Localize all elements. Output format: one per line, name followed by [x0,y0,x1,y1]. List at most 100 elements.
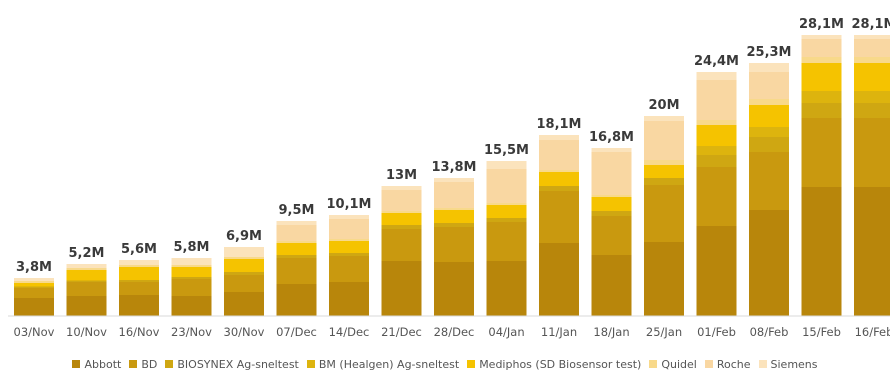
bar-segment-bd-16-nov [119,282,159,295]
bar-segment-roche-14-dec [329,219,369,239]
legend-item: Roche [704,357,751,371]
bar-segment-bd-07-dec [276,258,317,284]
x-tick-label: 10/Nov [66,325,107,339]
bar-segment-bd-16-feb [854,118,890,187]
bar-segment-bd-03-nov [14,288,54,298]
bar-segment-siemens-16-feb [854,35,890,39]
bar-segment-abbott-01-feb [696,226,737,316]
bar-segment-mediphos-sd-biosensor-test-16-nov [119,267,159,280]
bar-segment-mediphos-sd-biosensor-test-28-dec [434,210,474,223]
legend-swatch [758,360,767,368]
bar-segment-roche-21-dec [381,190,422,211]
bar-segment-bm-healgen-ag-sneltest-08-feb [749,127,789,137]
x-tick-label: 07/Dec [276,325,317,339]
x-tick-label: 16/Nov [119,325,160,339]
total-label: 16,8M [589,130,634,145]
bar-segment-abbott-30-nov [224,292,264,316]
bar-segment-siemens-11-jan [539,135,579,140]
total-label: 9,5M [279,203,315,218]
legend-item: BD [129,358,157,371]
total-label: 10,1M [326,197,371,212]
bar-segment-bd-23-nov [171,279,212,296]
bar-segment-mediphos-sd-biosensor-test-23-nov [171,267,212,277]
x-tick-label: 15/Feb [802,325,841,339]
bar-segment-biosynex-ag-sneltest-15-feb [801,103,842,118]
bar-segment-biosynex-ag-sneltest-10-nov [66,280,107,282]
bar-segment-siemens-07-dec [276,221,317,225]
bar-segment-siemens-08-feb [749,63,789,72]
bar-segment-bd-11-jan [539,191,579,243]
bar-segment-abbott-07-dec [276,284,317,316]
legend-item: Abbott [72,358,121,371]
bar-segment-biosynex-ag-sneltest-03-nov [14,286,54,288]
legend-item: Mediphos (SD Biosensor test) [467,358,641,371]
legend-swatch [467,360,476,368]
x-tick-labels-layer: 03/Nov 10/Nov 16/Nov 23/Nov 30/Nov 07/Dec 14/D… [14,325,890,339]
bar-segment-roche-04-jan [486,169,527,203]
bars-layer [14,35,890,316]
bar-segment-mediphos-sd-biosensor-test-04-jan [486,205,527,218]
bar-segment-biosynex-ag-sneltest-07-dec [276,255,317,258]
total-label: 15,5M [484,143,529,158]
legend-swatch [72,360,81,368]
bar-segment-biosynex-ag-sneltest-16-feb [854,103,890,118]
bar-segment-bd-14-dec [329,256,369,282]
legend-item: Siemens [758,358,818,371]
bar-segment-bd-25-jan [644,185,684,242]
legend-label: Mediphos (SD Biosensor test) [479,357,642,371]
total-label: 28,1M [851,17,890,32]
x-tick-label: 04/Jan [488,325,524,339]
bar-segment-quidel-01-feb [696,120,737,125]
bar-segment-mediphos-sd-biosensor-test-11-jan [539,172,579,186]
legend-label: Roche [716,357,751,371]
bar-segment-bd-30-nov [224,275,264,292]
bar-segment-biosynex-ag-sneltest-08-feb [749,137,789,152]
legend-swatch [165,360,174,368]
x-tick-label: 01/Feb [697,325,736,339]
x-tick-label: 28/Dec [434,325,475,339]
bar-segment-abbott-04-jan [486,261,527,316]
bar-segment-biosynex-ag-sneltest-23-nov [171,277,212,279]
bar-segment-roche-11-jan [539,140,579,170]
bar-segment-biosynex-ag-sneltest-25-jan [644,178,684,185]
bar-segment-quidel-10-nov [66,268,107,270]
bar-segment-bm-healgen-ag-sneltest-15-feb [801,91,842,103]
bar-segment-siemens-14-dec [329,215,369,219]
bar-segment-mediphos-sd-biosensor-test-18-jan [591,197,632,211]
bar-segment-bm-healgen-ag-sneltest-01-feb [696,146,737,155]
bar-segment-abbott-10-nov [66,296,107,316]
bar-segment-siemens-15-feb [801,35,842,39]
legend-label: BD [141,357,158,371]
legend-item: BM (Healgen) Ag-sneltest [306,357,460,371]
bar-segment-roche-07-dec [276,225,317,241]
legend-label: BM (Healgen) Ag-sneltest [318,357,460,371]
bar-segment-mediphos-sd-biosensor-test-07-dec [276,243,317,255]
x-tick-label: 18/Jan [593,325,629,339]
bar-segment-quidel-30-nov [224,257,264,259]
total-label: 5,8M [174,240,210,255]
bar-segment-siemens-28-dec [434,178,474,182]
bar-segment-biosynex-ag-sneltest-21-dec [381,225,422,229]
bar-segment-quidel-07-dec [276,241,317,243]
bar-segment-bd-15-feb [801,118,842,187]
total-label: 25,3M [746,45,791,60]
bar-segment-mediphos-sd-biosensor-test-03-nov [14,283,54,287]
x-tick-label: 11/Jan [541,325,577,339]
bar-segment-biosynex-ag-sneltest-16-nov [119,280,159,282]
bar-segment-biosynex-ag-sneltest-04-jan [486,218,527,222]
bar-segment-siemens-21-dec [381,186,422,190]
x-tick-label: 30/Nov [224,325,265,339]
bar-segment-quidel-18-jan [591,195,632,197]
legend-swatch [704,360,713,368]
bar-segment-bd-10-nov [66,282,107,296]
bar-segment-biosynex-ag-sneltest-01-feb [696,155,737,167]
bar-segment-siemens-03-nov [14,278,54,281]
bar-segment-quidel-28-dec [434,208,474,210]
legend-swatch [129,360,138,368]
total-labels-layer: 3,8M 5,2M 5,6M 5,8M 6,9M 9,5M 10,1M 13M 13,8M 15,… [16,17,890,275]
legend-label: Abbott [84,357,122,371]
x-tick-label: 14/Dec [329,325,370,339]
bar-segment-siemens-18-jan [591,148,632,152]
bar-segment-mediphos-sd-biosensor-test-30-nov [224,259,264,272]
bar-segment-mediphos-sd-biosensor-test-21-dec [381,213,422,225]
